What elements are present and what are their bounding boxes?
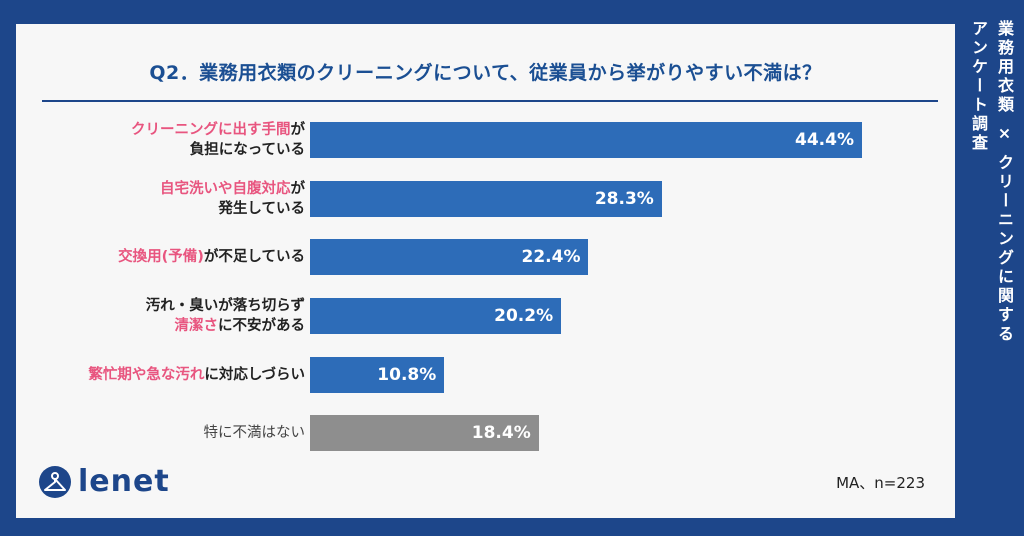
label-text: が bbox=[290, 122, 306, 138]
label-text: が不足している bbox=[203, 249, 305, 265]
label-text: 発生している bbox=[218, 201, 305, 217]
label-text: 負担になっている bbox=[189, 142, 305, 158]
value-label: 22.4% bbox=[521, 247, 581, 267]
category-label: 交換用(予備)が不足している bbox=[5, 247, 305, 267]
category-label-line: 特に不満はない bbox=[5, 423, 306, 443]
bar: 18.4% bbox=[310, 415, 539, 451]
bar: 28.3% bbox=[310, 181, 662, 217]
value-label: 20.2% bbox=[494, 306, 554, 326]
sample-note: MA、n=223 bbox=[836, 474, 925, 492]
value-label: 28.3% bbox=[594, 189, 654, 209]
category-label-line: 自宅洗いや自腹対応が bbox=[5, 179, 305, 199]
bar: 44.4% bbox=[310, 122, 862, 158]
side-title-line2: アンケート調査 bbox=[969, 20, 988, 153]
title-divider bbox=[42, 100, 938, 102]
value-label: 18.4% bbox=[471, 423, 531, 443]
category-label-line: 発生している bbox=[5, 199, 305, 219]
category-label-line: 汚れ・臭いが落ち切らず bbox=[5, 296, 305, 316]
category-label: 汚れ・臭いが落ち切らず清潔さに不安がある bbox=[5, 296, 305, 336]
value-label: 44.4% bbox=[795, 130, 854, 150]
category-label: 自宅洗いや自腹対応が発生している bbox=[5, 179, 305, 219]
category-label: クリーニングに出す手間が負担になっている bbox=[5, 120, 305, 160]
value-label: 10.8% bbox=[377, 365, 437, 385]
chart-title: Q2．業務用衣類のクリーニングについて、従業員から挙がりやすい不満は？ bbox=[149, 62, 822, 84]
highlight-text: 自宅洗いや自腹対応 bbox=[160, 181, 291, 197]
hanger-logo-icon bbox=[39, 465, 71, 498]
bar: 22.4% bbox=[310, 239, 589, 275]
category-label-line: クリーニングに出す手間が bbox=[5, 120, 305, 140]
highlight-text: 清潔さ bbox=[174, 318, 219, 334]
category-label-line: 負担になっている bbox=[5, 140, 305, 160]
side-title-line1: 業務用衣類 × クリーニングに関する bbox=[995, 20, 1014, 345]
label-text: 汚れ・臭いが落ち切らず bbox=[145, 298, 305, 314]
category-label: 繁忙期や急な汚れに対応しづらい bbox=[5, 365, 305, 385]
bar: 10.8% bbox=[310, 357, 445, 393]
brand-logo: lenet bbox=[38, 464, 170, 499]
category-label-line: 繁忙期や急な汚れに対応しづらい bbox=[5, 365, 305, 385]
bar: 20.2% bbox=[310, 298, 562, 334]
label-text: が bbox=[290, 181, 306, 197]
category-label: 特に不満はない bbox=[5, 423, 306, 443]
chart-card: Q2．業務用衣類のクリーニングについて、従業員から挙がりやすい不満は？ クリーニ… bbox=[16, 24, 955, 518]
category-label-line: 清潔さに不安がある bbox=[5, 316, 306, 336]
highlight-text: 交換用(予備) bbox=[118, 249, 204, 265]
label-text: に対応しづらい bbox=[204, 367, 305, 383]
brand-name: lenet bbox=[78, 464, 170, 499]
label-text: 特に不満はない bbox=[203, 425, 306, 441]
highlight-text: クリーニングに出す手間 bbox=[131, 122, 291, 138]
category-label-line: 交換用(予備)が不足している bbox=[5, 247, 305, 267]
label-text: に不安がある bbox=[218, 318, 305, 334]
highlight-text: 繁忙期や急な汚れ bbox=[88, 367, 205, 383]
